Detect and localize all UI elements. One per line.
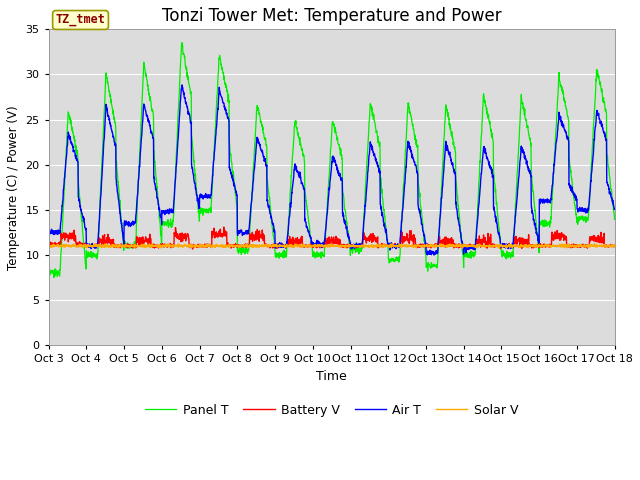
Solar V [360,244,368,250]
Battery V [203,243,211,249]
Air T [497,241,504,247]
Air T [424,252,431,258]
Battery V [189,246,196,252]
Solar V [611,244,618,250]
Panel T [349,250,356,256]
Battery V [45,240,52,246]
Battery V [577,244,585,250]
Solar V [203,243,211,249]
Air T [348,242,356,248]
Air T [203,192,211,197]
Solar V [497,242,504,248]
Air T [611,206,618,212]
Panel T [561,98,569,104]
Y-axis label: Temperature (C) / Power (V): Temperature (C) / Power (V) [7,105,20,270]
Text: TZ_tmet: TZ_tmet [56,13,106,26]
Panel T [361,196,369,202]
Air T [577,208,585,214]
Line: Battery V: Battery V [49,227,614,249]
Panel T [577,215,585,220]
Panel T [179,40,186,46]
Title: Tonzi Tower Met: Temperature and Power: Tonzi Tower Met: Temperature and Power [162,7,502,25]
Line: Panel T: Panel T [49,43,614,277]
Battery V [349,243,356,249]
Panel T [50,275,58,280]
Panel T [611,216,618,222]
Battery V [220,224,228,230]
X-axis label: Time: Time [316,370,347,383]
Battery V [561,235,569,241]
Solar V [577,243,585,249]
Line: Air T: Air T [49,85,614,255]
Panel T [45,267,52,273]
Air T [561,128,569,134]
Line: Solar V: Solar V [49,243,614,248]
Battery V [497,243,504,249]
Panel T [203,209,211,215]
Air T [179,82,186,88]
Legend: Panel T, Battery V, Air T, Solar V: Panel T, Battery V, Air T, Solar V [140,399,523,422]
Battery V [611,242,618,248]
Air T [361,212,369,218]
Solar V [348,243,356,249]
Air T [45,231,52,237]
Solar V [380,240,388,246]
Solar V [561,243,569,249]
Panel T [497,242,504,248]
Solar V [495,245,503,251]
Solar V [45,244,52,250]
Battery V [361,233,369,239]
